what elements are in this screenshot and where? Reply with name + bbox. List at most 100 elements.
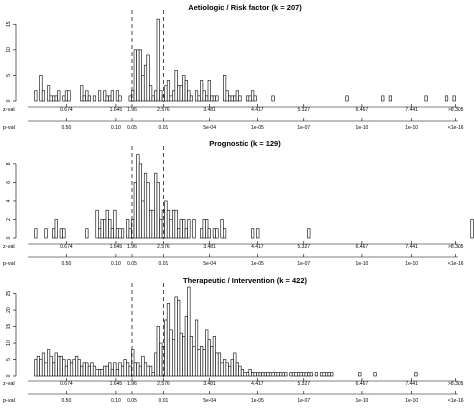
histogram-bar [215,228,219,239]
histogram-bar [59,355,63,377]
histogram-bar [174,296,178,377]
z-tick-label: 0.674 [60,381,73,387]
histogram-bar [182,219,186,239]
histogram-bar [149,85,153,102]
histogram-bar [233,95,237,102]
p-tick-label: 0.50 [62,398,72,404]
histogram-bar [103,90,107,102]
histogram-bar [187,219,191,239]
histogram-bar [118,362,122,377]
histogram-bar [82,95,86,102]
histogram-bar [166,80,171,102]
histogram-bar [126,219,130,239]
histogram-bar [64,365,69,377]
histogram-bar [146,54,150,102]
histogram-bar [34,90,38,102]
histogram-bar [100,369,104,377]
p-tick-label: 1e-10 [405,125,418,131]
histogram-bar [57,355,61,377]
histogram-bar [245,95,250,102]
histogram-bar [248,369,252,377]
histogram-bar [177,228,181,239]
histogram-bar [151,95,155,102]
histogram-bar [235,362,239,377]
histogram-bar [95,209,99,239]
histogram-bar [128,228,132,239]
z-tick-label: 4.417 [251,244,264,250]
histogram-bar [289,372,293,377]
p-tick-label: 5e-04 [203,261,216,267]
histogram-bar [39,359,43,377]
histogram-bar [296,372,301,377]
histogram-bar [256,228,260,239]
histogram-bar [72,359,76,377]
panel-2: Prognostic (k = 129) 0 2 4 6 8 z-val 0.674 1.645… [3,139,474,267]
histogram-bar [171,209,176,239]
histogram-bar [210,95,214,102]
histogram-bar [44,228,48,239]
p-tick-label: 1e-07 [297,125,310,131]
p-tick-label: 0.01 [159,261,169,267]
y-tick-label: 6 [6,181,12,184]
histogram-bar [207,80,211,102]
p-tick-label: 1e-10 [405,398,418,404]
histogram-bar [358,372,362,377]
p-tick-label: 1e-07 [297,398,310,404]
histogram-bar [85,362,89,377]
histogram-bar [64,90,69,102]
histogram-bar [159,219,163,239]
histogram-bar [69,362,74,377]
histogram-bar [67,359,71,377]
histogram-bar [174,209,178,239]
histogram-bar [319,372,324,377]
y-tick-label: 5 [6,358,12,361]
histogram-bar [248,95,252,102]
p-tick-label: 1e-10 [356,261,369,267]
histogram-bar [154,352,158,377]
histogram-bar [284,372,288,377]
histogram-bar [100,219,104,239]
histogram-bar [92,365,97,377]
histogram-bar [113,362,117,377]
histogram-bar [215,352,219,377]
histogram-bar [108,95,112,102]
histogram-bar [141,200,145,239]
histogram-bar [90,362,94,377]
histogram-bar [120,228,125,239]
z-tick-label: 1.96 [127,244,137,250]
histogram-bar [115,228,120,239]
histogram-bar [159,90,163,102]
z-tick-label: 6.467 [356,107,369,113]
histogram-bar [271,95,275,102]
histogram-bar [143,362,148,377]
histogram-bar [159,342,163,377]
y-tick-label: 4 [6,199,12,202]
histogram-bar [299,372,303,377]
histogram-bar [184,316,188,377]
histogram-bar [274,372,278,377]
histogram-bar [103,219,107,239]
histogram-bar [85,228,89,239]
histogram-bar [57,90,61,102]
histogram-bar [166,303,171,377]
histogram-bar [207,339,211,377]
histogram-bar [276,372,280,377]
histogram-bar [228,365,232,377]
histogram-bar [141,75,145,102]
p-tick-label: <1e-16 [448,261,464,267]
histogram-bar [131,219,135,239]
histogram-bar [154,172,158,239]
histogram-bar [444,95,449,102]
panel-title: Therapeutic / Intervention (k = 422) [183,276,307,285]
panel-title: Aetiologic / Risk factor (k = 207) [188,3,302,12]
histogram-bar [47,349,51,377]
histogram-bar [75,355,79,377]
histogram-bar [52,95,56,102]
panel-1: Aetiologic / Risk factor (k = 207) 0 5 10 15… [3,3,464,131]
histogram-bar [136,362,140,377]
histogram-bar [261,372,265,377]
histogram-bar [373,372,377,377]
histogram-bar [87,95,91,102]
histogram-bar [325,372,329,377]
histogram-bar [207,228,211,239]
